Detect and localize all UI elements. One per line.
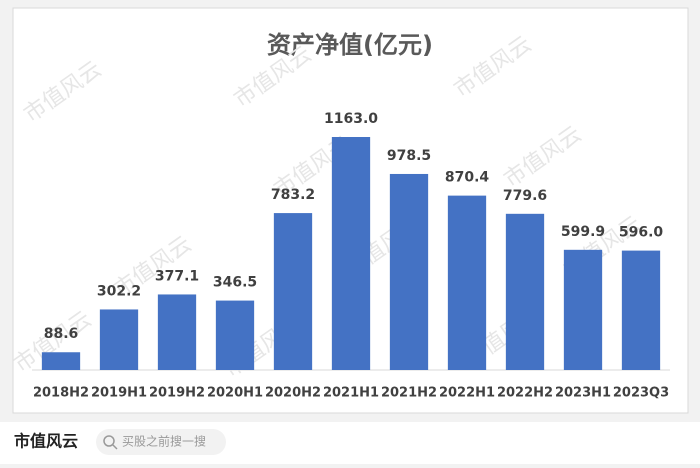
data-label: 779.6: [503, 188, 547, 204]
data-label: 346.5: [213, 275, 257, 291]
data-label: 596.0: [619, 225, 664, 241]
x-tick-label: 2023Q3: [613, 386, 669, 401]
bar: [99, 309, 139, 370]
x-tick-label: 2021H2: [381, 386, 437, 401]
data-label: 377.1: [155, 268, 199, 284]
logo: 市值风云: [14, 432, 78, 451]
bar: [41, 352, 81, 370]
data-label: 978.5: [387, 148, 431, 164]
bar: [621, 250, 661, 370]
bar: [331, 137, 371, 370]
bar: [389, 173, 429, 370]
bar: [157, 294, 197, 370]
x-tick-label: 2022H1: [439, 386, 495, 401]
x-tick-label: 2021H1: [323, 386, 379, 401]
bar: [447, 195, 487, 370]
data-label: 1163.0: [324, 111, 378, 127]
chart-title: 资产净值(亿元): [267, 31, 433, 59]
bar: [563, 249, 603, 370]
data-label: 302.2: [97, 283, 141, 299]
data-label: 599.9: [561, 224, 605, 240]
search-placeholder: 买股之前搜一搜: [122, 434, 206, 449]
x-tick-label: 2018H2: [33, 386, 89, 401]
data-label: 88.6: [44, 326, 79, 342]
bar: [215, 300, 255, 370]
x-tick-label: 2023H1: [555, 386, 611, 401]
x-tick-label: 2019H2: [149, 386, 205, 401]
x-tick-label: 2020H2: [265, 386, 321, 401]
bar: [273, 213, 313, 370]
search-icon-handle: [112, 444, 118, 450]
data-label: 870.4: [445, 170, 490, 186]
x-tick-label: 2019H1: [91, 386, 147, 401]
bar: [505, 213, 545, 370]
search-icon: [103, 435, 115, 447]
data-label: 783.2: [271, 187, 315, 203]
x-tick-label: 2020H1: [207, 386, 263, 401]
search-box[interactable]: [96, 429, 226, 455]
x-tick-label: 2022H2: [497, 386, 553, 401]
